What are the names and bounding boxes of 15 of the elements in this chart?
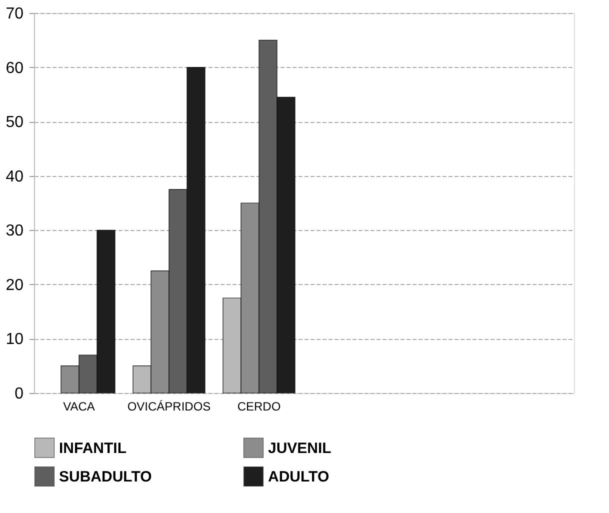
y-tick-label: 40: [6, 168, 24, 186]
x-tick-label: VACA: [63, 400, 95, 414]
y-tick-label: 60: [6, 60, 24, 77]
y-tick-label: 20: [6, 276, 24, 294]
y-tick-label: 70: [6, 6, 24, 22]
y-tick-label: 10: [6, 331, 24, 348]
legend-label: ADULTO: [268, 468, 330, 486]
y-tick-label: 50: [6, 114, 24, 132]
legend-label: JUVENIL: [268, 440, 332, 457]
y-tick-label: 0: [14, 386, 24, 402]
legend-label: INFANTIL: [59, 440, 126, 457]
legend-label: SUBADULTO: [59, 468, 152, 486]
x-tick-label: CERDO: [237, 400, 281, 414]
x-tick-label: OVICÁPRIDOS: [127, 400, 211, 414]
y-tick-label: 30: [6, 222, 24, 240]
